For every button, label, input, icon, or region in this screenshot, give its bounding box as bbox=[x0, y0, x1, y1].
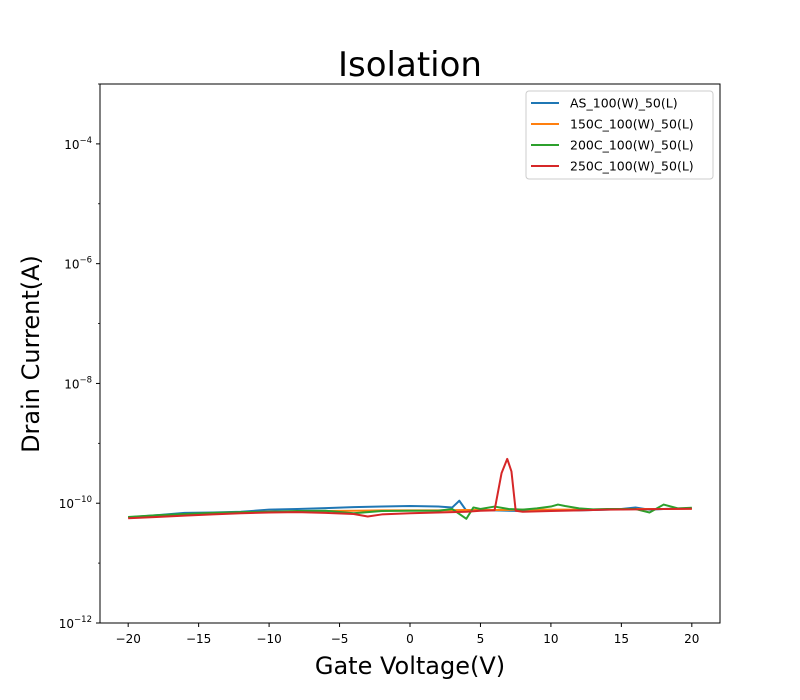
series-line-3 bbox=[128, 457, 692, 520]
x-tick-label: −5 bbox=[331, 632, 349, 646]
x-tick-label: 10 bbox=[543, 632, 558, 646]
legend: AS_100(W)_50(L) 150C_100(W)_50(L) 200C_100… bbox=[525, 90, 714, 180]
chart-title: Isolation bbox=[338, 45, 482, 85]
x-tick-label: 20 bbox=[684, 632, 699, 646]
y-tick-label: 10−4 bbox=[64, 136, 92, 152]
y-tick-label: 10−10 bbox=[59, 495, 92, 511]
x-tick-label: −20 bbox=[116, 632, 141, 646]
x-tick-label: −10 bbox=[256, 632, 281, 646]
x-tick-label: −15 bbox=[186, 632, 211, 646]
x-tick-label: 15 bbox=[614, 632, 629, 646]
axes: −20 −15 −10 −5 0 5 10 15 20 10−12 10−10 10−8 10−6 10−… bbox=[59, 83, 721, 646]
y-tick-label: 10−12 bbox=[59, 615, 92, 631]
legend-label-1: 150C_100(W)_50(L) bbox=[570, 117, 694, 132]
legend-label-2: 200C_100(W)_50(L) bbox=[570, 138, 694, 153]
y-tick-label: 10−6 bbox=[64, 256, 92, 272]
legend-label-3: 250C_100(W)_50(L) bbox=[570, 159, 694, 174]
x-tick-label: 0 bbox=[406, 632, 414, 646]
plot-area bbox=[128, 457, 692, 520]
x-axis-title: Gate Voltage(V) bbox=[315, 652, 505, 680]
legend-box bbox=[525, 90, 714, 180]
x-tick-label: 5 bbox=[477, 632, 485, 646]
y-axis-title: Drain Current(A) bbox=[17, 255, 45, 453]
y-tick-label: 10−8 bbox=[64, 375, 92, 391]
legend-label-0: AS_100(W)_50(L) bbox=[570, 96, 678, 111]
